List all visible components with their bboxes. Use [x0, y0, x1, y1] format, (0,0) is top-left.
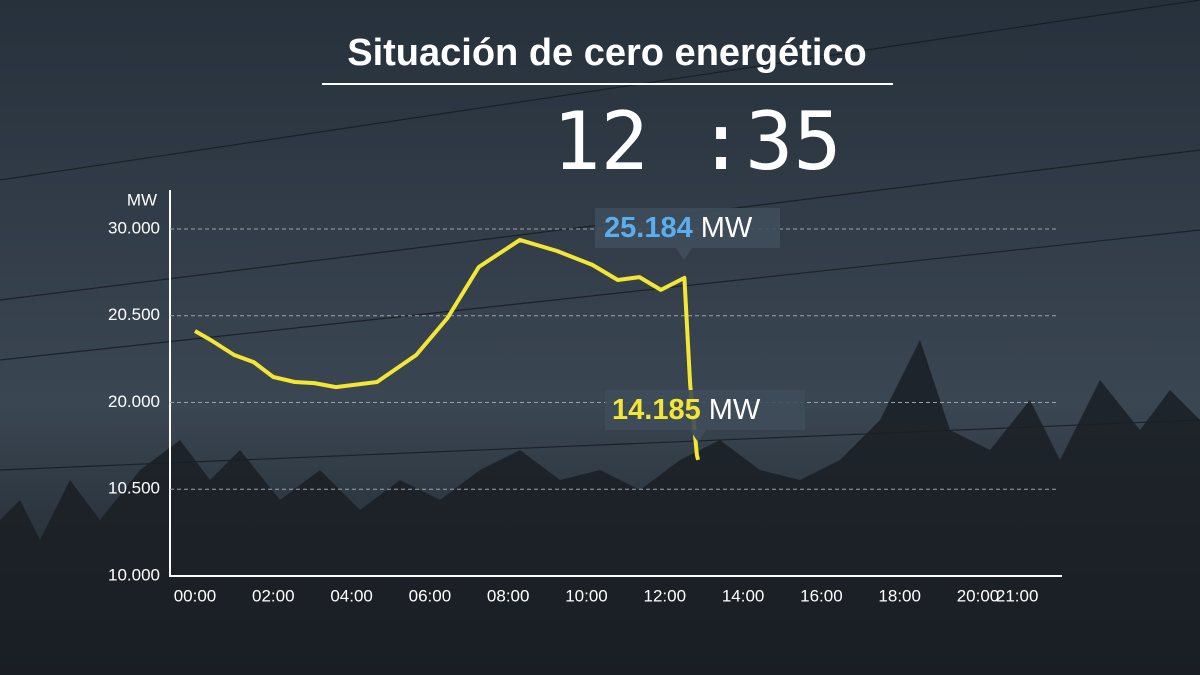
annotation-unit: MW [701, 212, 753, 244]
tree-silhouette [0, 340, 1200, 675]
chart-title: Situación de cero energético [347, 32, 866, 74]
x-tick-label: 12:00 [644, 586, 687, 605]
y-tick-label: 10.500 [108, 479, 160, 498]
annotation-value: 25.184 [604, 212, 693, 244]
clock: 12 :35 [553, 95, 842, 188]
annotation-box [605, 390, 805, 430]
x-tick-label: 14:00 [722, 586, 765, 605]
annotation-unit: MW [709, 394, 761, 426]
x-tick-label: 04:00 [330, 586, 373, 605]
annotation-text: 14.185 MW [612, 394, 761, 426]
x-tick-label: 02:00 [252, 586, 295, 605]
x-tick-label: 21:00 [996, 586, 1039, 605]
y-tick-label: 10.000 [108, 565, 160, 584]
annotation-value: 14.185 [612, 394, 701, 426]
x-tick-label: 16:00 [800, 586, 843, 605]
annotation-text: 25.184 MW [604, 212, 753, 244]
x-tick-label: 10:00 [565, 586, 608, 605]
y-tick-label: 20.500 [108, 305, 160, 324]
annotations: 25.184 MW 14.185 MW [595, 208, 805, 442]
x-tick-label: 18:00 [878, 586, 921, 605]
x-tick-label: 08:00 [487, 586, 530, 605]
x-tick-label: 20:00 [957, 586, 1000, 605]
y-axis-label: MW [127, 190, 157, 209]
x-tick-label: 06:00 [409, 586, 452, 605]
annotation-box [595, 208, 780, 248]
y-tick-label: 30.000 [108, 218, 160, 237]
x-tick-label: 00:00 [174, 586, 217, 605]
data-line [194, 237, 701, 461]
annotation-pointer [676, 248, 692, 260]
y-tick-label: 20.000 [108, 392, 160, 411]
annotation-pointer [690, 430, 706, 442]
